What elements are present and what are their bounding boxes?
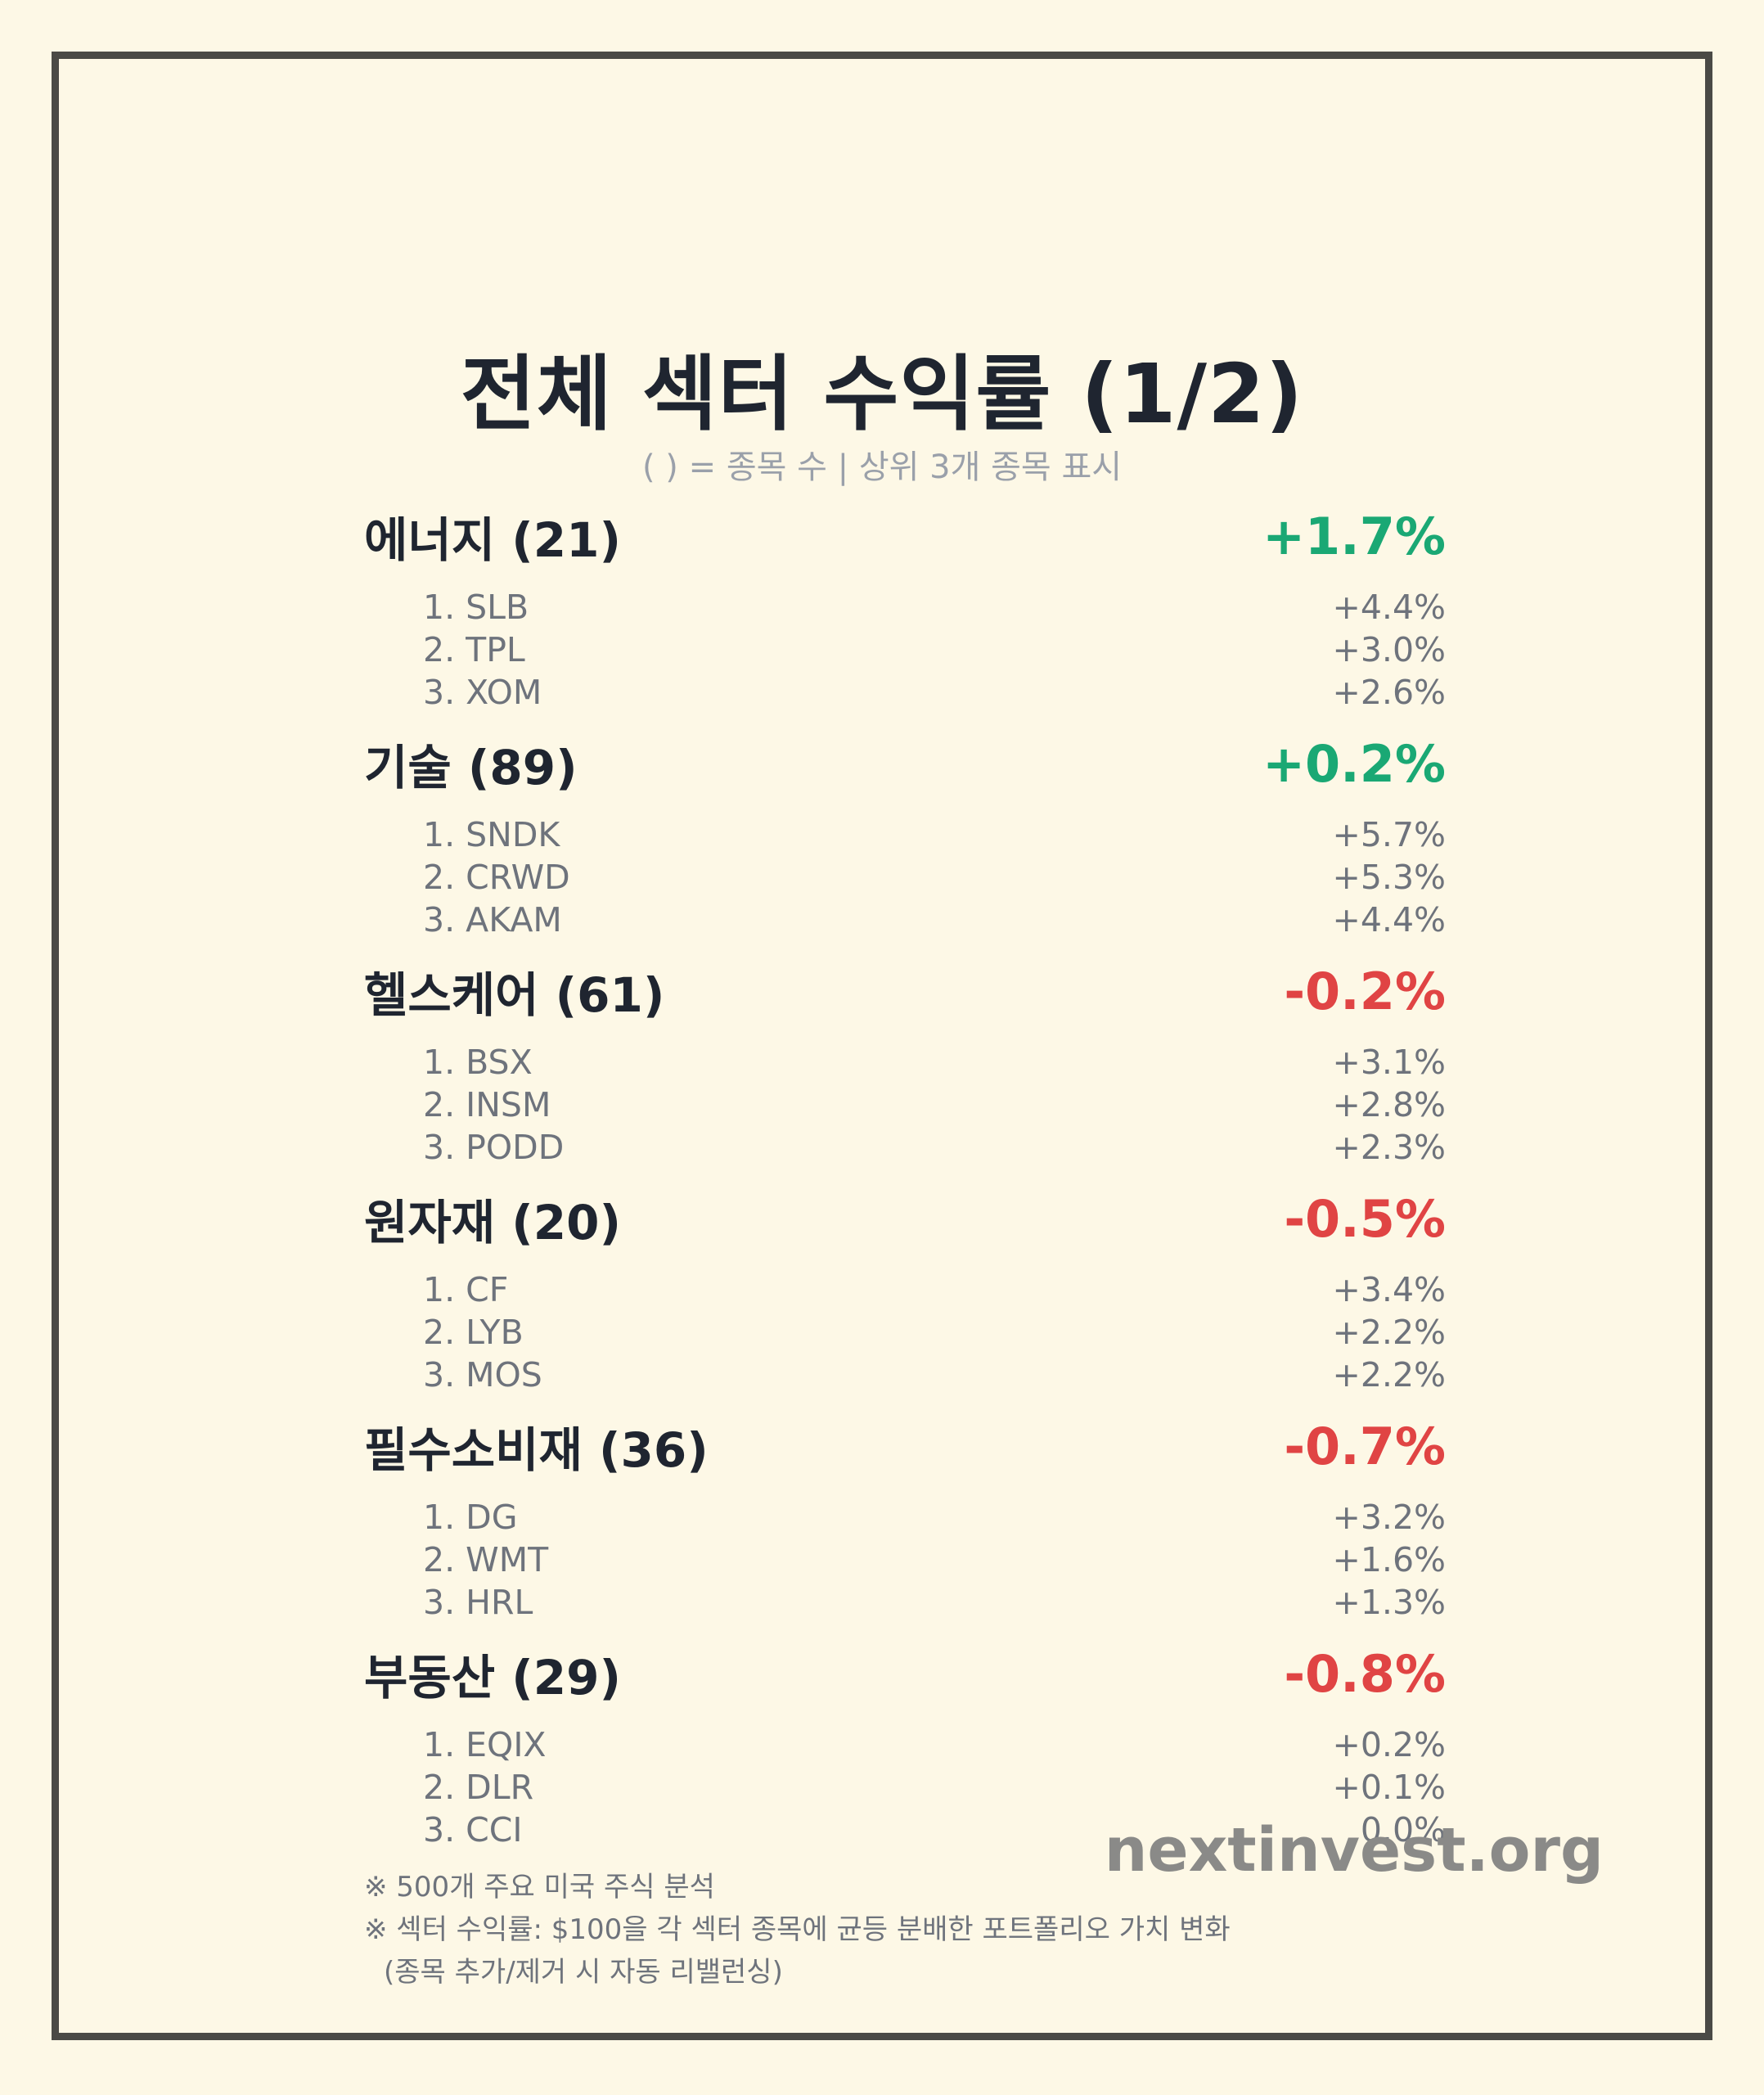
stock-row: 3. CCI 0.0% bbox=[364, 1809, 1446, 1851]
stock-label: 2. CRWD bbox=[423, 858, 570, 897]
stock-label: 1. SLB bbox=[423, 588, 529, 627]
page-title: 전체 섹터 수익률 (1/2) bbox=[460, 346, 1304, 442]
stock-label: 3. XOM bbox=[423, 673, 542, 712]
stock-row: 2. WMT +1.6% bbox=[364, 1539, 1446, 1581]
stock-row: 3. AKAM +4.4% bbox=[364, 899, 1446, 941]
sector-return: -0.8% bbox=[1284, 1643, 1446, 1704]
sector-return: -0.7% bbox=[1284, 1416, 1446, 1476]
sector-block: 원자재 (20) -0.5% 1. CF +3.4% 2. LYB +2.2% … bbox=[364, 1174, 1446, 1396]
stock-row: 1. BSX +3.1% bbox=[364, 1041, 1446, 1084]
sector-block: 헬스케어 (61) -0.2% 1. BSX +3.1% 2. INSM +2.… bbox=[364, 946, 1446, 1169]
stock-label: 1. SNDK bbox=[423, 815, 560, 854]
stock-label: 2. WMT bbox=[423, 1540, 549, 1579]
stock-row: 1. DG +3.2% bbox=[364, 1496, 1446, 1539]
stock-list: 1. BSX +3.1% 2. INSM +2.8% 3. PODD +2.3% bbox=[364, 1036, 1446, 1169]
stock-row: 2. TPL +3.0% bbox=[364, 628, 1446, 671]
stock-label: 1. CF bbox=[423, 1270, 509, 1309]
stock-return: +2.2% bbox=[1332, 1313, 1446, 1352]
sector-header: 에너지 (21) +1.7% bbox=[364, 491, 1446, 581]
stock-label: 2. TPL bbox=[423, 630, 525, 669]
stock-return: +2.3% bbox=[1332, 1128, 1446, 1167]
page-subtitle: ( ) = 종목 수 | 상위 3개 종목 표시 bbox=[641, 448, 1123, 486]
sector-return: +0.2% bbox=[1262, 733, 1446, 794]
stock-list: 1. DG +3.2% 2. WMT +1.6% 3. HRL +1.3% bbox=[364, 1491, 1446, 1624]
stock-row: 3. HRL +1.3% bbox=[364, 1581, 1446, 1624]
stock-return: +3.4% bbox=[1332, 1270, 1446, 1309]
stock-return: +5.7% bbox=[1332, 815, 1446, 854]
sector-name: 에너지 (21) bbox=[364, 512, 622, 568]
footnotes: ※ 500개 주요 미국 주식 분석 ※ 섹터 수익률: $100을 각 섹터 … bbox=[364, 1866, 1231, 1994]
sector-return: -0.5% bbox=[1284, 1188, 1446, 1249]
footnote: ※ 섹터 수익률: $100을 각 섹터 종목에 균등 분배한 포트폴리오 가치… bbox=[364, 1913, 1231, 1946]
stock-return: +1.3% bbox=[1332, 1583, 1446, 1622]
stock-row: 2. CRWD +5.3% bbox=[364, 856, 1446, 899]
sector-header: 원자재 (20) -0.5% bbox=[364, 1174, 1446, 1264]
sector-header: 헬스케어 (61) -0.2% bbox=[364, 946, 1446, 1036]
sector-return: +1.7% bbox=[1262, 506, 1446, 566]
footnote: (종목 추가/제거 시 자동 리밸런싱) bbox=[384, 1956, 783, 1989]
sector-header: 부동산 (29) -0.8% bbox=[364, 1629, 1446, 1719]
stock-return: +5.3% bbox=[1332, 858, 1446, 897]
page-frame bbox=[52, 52, 1712, 2040]
stock-label: 3. HRL bbox=[423, 1583, 533, 1622]
stock-label: 2. DLR bbox=[423, 1768, 534, 1807]
stock-label: 2. LYB bbox=[423, 1313, 524, 1352]
stock-label: 1. BSX bbox=[423, 1043, 533, 1082]
stock-label: 3. AKAM bbox=[423, 900, 562, 939]
sector-list: 에너지 (21) +1.7% 1. SLB +4.4% 2. TPL +3.0%… bbox=[364, 491, 1446, 1856]
stock-list: 1. SLB +4.4% 2. TPL +3.0% 3. XOM +2.6% bbox=[364, 581, 1446, 714]
stock-return: +0.1% bbox=[1332, 1768, 1446, 1807]
footnote: ※ 500개 주요 미국 주식 분석 bbox=[364, 1871, 715, 1904]
stock-return: +1.6% bbox=[1332, 1540, 1446, 1579]
sector-return: -0.2% bbox=[1284, 961, 1446, 1021]
stock-return: +2.2% bbox=[1332, 1355, 1446, 1394]
stock-row: 1. EQIX +0.2% bbox=[364, 1723, 1446, 1766]
stock-label: 3. MOS bbox=[423, 1355, 542, 1394]
brand-url[interactable]: nextinvest.org bbox=[1104, 1815, 1604, 1886]
stock-list: 1. CF +3.4% 2. LYB +2.2% 3. MOS +2.2% bbox=[364, 1264, 1446, 1396]
stock-label: 1. DG bbox=[423, 1498, 518, 1537]
sector-block: 부동산 (29) -0.8% 1. EQIX +0.2% 2. DLR +0.1… bbox=[364, 1629, 1446, 1851]
sector-header: 필수소비재 (36) -0.7% bbox=[364, 1401, 1446, 1491]
stock-row: 2. LYB +2.2% bbox=[364, 1311, 1446, 1354]
stock-label: 1. EQIX bbox=[423, 1725, 547, 1764]
stock-label: 3. PODD bbox=[423, 1128, 565, 1167]
stock-return: +3.0% bbox=[1332, 630, 1446, 669]
sector-block: 기술 (89) +0.2% 1. SNDK +5.7% 2. CRWD +5.3… bbox=[364, 719, 1446, 941]
sector-name: 헬스케어 (61) bbox=[364, 967, 665, 1023]
stock-row: 3. PODD +2.3% bbox=[364, 1126, 1446, 1169]
sector-name: 부동산 (29) bbox=[364, 1650, 622, 1705]
stock-row: 1. SNDK +5.7% bbox=[364, 813, 1446, 856]
stock-return: +4.4% bbox=[1332, 900, 1446, 939]
stock-list: 1. EQIX +0.2% 2. DLR +0.1% 3. CCI 0.0% bbox=[364, 1719, 1446, 1851]
sector-block: 에너지 (21) +1.7% 1. SLB +4.4% 2. TPL +3.0%… bbox=[364, 491, 1446, 714]
stock-label: 3. CCI bbox=[423, 1810, 523, 1849]
stock-return: +2.6% bbox=[1332, 673, 1446, 712]
stock-return: 0.0% bbox=[1360, 1810, 1446, 1849]
stock-row: 3. XOM +2.6% bbox=[364, 671, 1446, 714]
stock-return: +3.1% bbox=[1332, 1043, 1446, 1082]
sector-name: 필수소비재 (36) bbox=[364, 1422, 709, 1478]
stock-return: +2.8% bbox=[1332, 1085, 1446, 1124]
stock-row: 1. CF +3.4% bbox=[364, 1268, 1446, 1311]
stock-list: 1. SNDK +5.7% 2. CRWD +5.3% 3. AKAM +4.4… bbox=[364, 809, 1446, 941]
stock-row: 1. SLB +4.4% bbox=[364, 586, 1446, 628]
sector-name: 원자재 (20) bbox=[364, 1195, 622, 1250]
stock-return: +4.4% bbox=[1332, 588, 1446, 627]
stock-return: +0.2% bbox=[1332, 1725, 1446, 1764]
stock-return: +3.2% bbox=[1332, 1498, 1446, 1537]
stock-row: 2. INSM +2.8% bbox=[364, 1084, 1446, 1126]
sector-name: 기술 (89) bbox=[364, 740, 578, 795]
stock-label: 2. INSM bbox=[423, 1085, 551, 1124]
stock-row: 2. DLR +0.1% bbox=[364, 1766, 1446, 1809]
sector-block: 필수소비재 (36) -0.7% 1. DG +3.2% 2. WMT +1.6… bbox=[364, 1401, 1446, 1624]
sector-header: 기술 (89) +0.2% bbox=[364, 719, 1446, 809]
stock-row: 3. MOS +2.2% bbox=[364, 1354, 1446, 1396]
